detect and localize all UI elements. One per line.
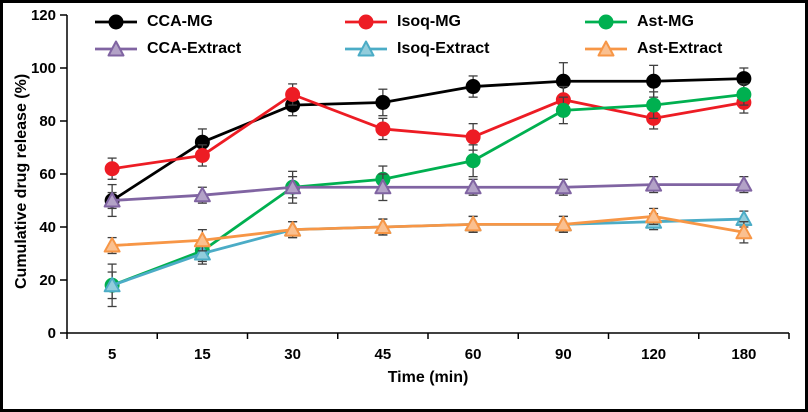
line-circle-marker-icon <box>95 14 137 30</box>
svg-text:180: 180 <box>731 346 756 363</box>
legend-item-ast-extract: Ast-Extract <box>583 40 722 58</box>
svg-text:20: 20 <box>39 272 56 289</box>
line-triangle-marker-icon <box>95 40 137 57</box>
svg-text:100: 100 <box>31 60 56 77</box>
plot-area: 0 20 40 60 80 100 120 5 15 30 45 60 90 120 180 <box>31 7 790 363</box>
legend-label: CCA-Extract <box>147 40 242 57</box>
line-circle-marker-icon <box>345 14 387 30</box>
svg-text:60: 60 <box>465 346 482 363</box>
svg-text:120: 120 <box>31 7 56 24</box>
svg-text:60: 60 <box>39 166 56 183</box>
y-axis-title: Cumulative drug release (%) <box>13 73 30 289</box>
legend-label: Isoq-MG <box>397 13 461 30</box>
x-axis-title: Time (min) <box>387 369 469 386</box>
svg-text:5: 5 <box>108 346 116 363</box>
legend-label: Ast-MG <box>637 13 694 30</box>
svg-text:40: 40 <box>39 219 56 236</box>
legend-item-cca-mg: CCA-MG <box>93 13 343 31</box>
legend-label: Ast-Extract <box>637 40 723 57</box>
legend-item-isoq-extract: Isoq-Extract <box>343 40 583 58</box>
svg-text:90: 90 <box>555 346 572 363</box>
svg-text:45: 45 <box>375 346 392 363</box>
line-triangle-marker-icon <box>585 40 627 57</box>
svg-text:30: 30 <box>284 346 301 363</box>
chart-legend: CCA-MG Isoq-MG Ast-MG CCA-Extract Isoq-E… <box>93 13 722 58</box>
legend-item-cca-extract: CCA-Extract <box>93 40 343 58</box>
line-circle-marker-icon <box>585 14 627 30</box>
legend-item-ast-mg: Ast-MG <box>583 13 722 31</box>
line-triangle-marker-icon <box>345 40 387 57</box>
svg-text:15: 15 <box>194 346 211 363</box>
legend-label: CCA-MG <box>147 13 213 30</box>
svg-text:120: 120 <box>641 346 666 363</box>
legend-label: Isoq-Extract <box>397 40 490 57</box>
svg-text:0: 0 <box>48 325 56 342</box>
legend-item-isoq-mg: Isoq-MG <box>343 13 583 31</box>
svg-text:80: 80 <box>39 113 56 130</box>
